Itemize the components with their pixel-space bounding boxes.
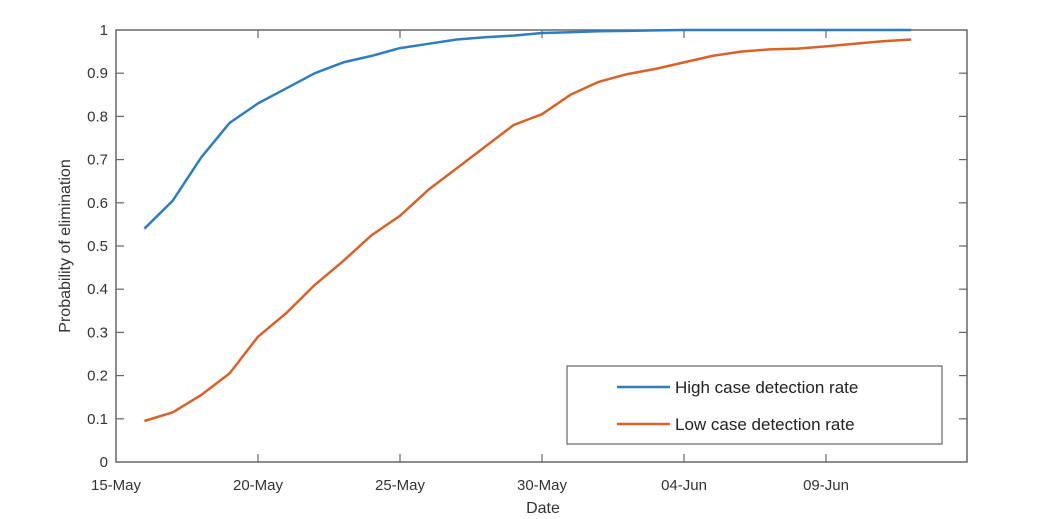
x-axis: 15-May 20-May 25-May 30-May 04-Jun 09-Jun: [91, 30, 849, 494]
y-tick-label: 0.8: [87, 108, 108, 125]
y-tick-label: 0.3: [87, 324, 108, 341]
y-tick-label: 0.9: [87, 65, 108, 82]
y-tick-label: 1: [100, 22, 108, 39]
y-axis-title: Probability of elimination: [57, 159, 74, 332]
x-tick-label: 25-May: [375, 477, 426, 494]
x-tick-label: 20-May: [233, 477, 284, 494]
series-high-detection-line: [143, 28, 912, 230]
y-tick-label: 0.7: [87, 152, 108, 169]
y-tick-label: 0.1: [87, 411, 108, 428]
legend: High case detection rate Low case detect…: [566, 365, 943, 445]
series-low-detection-line: [144, 38, 912, 423]
legend-box: [566, 365, 943, 445]
y-tick-label: 0.2: [87, 368, 108, 385]
y-tick-label: 0.5: [87, 238, 108, 255]
y-tick-label: 0: [100, 454, 108, 471]
x-tick-label: 09-Jun: [803, 477, 849, 494]
legend-label-high: High case detection rate: [675, 378, 858, 397]
legend-label-low: Low case detection rate: [675, 415, 855, 434]
x-tick-label: 15-May: [91, 477, 142, 494]
y-tick-label: 0.6: [87, 195, 108, 212]
x-axis-title: Date: [526, 500, 560, 517]
y-axis: 0 0.1 0.2 0.3 0.4 0.5 0.6 0.7 0.8 0.9 1: [87, 22, 967, 471]
x-tick-label: 30-May: [517, 477, 568, 494]
series-lines: [143, 28, 912, 423]
x-tick-label: 04-Jun: [661, 477, 707, 494]
y-tick-label: 0.4: [87, 281, 108, 298]
